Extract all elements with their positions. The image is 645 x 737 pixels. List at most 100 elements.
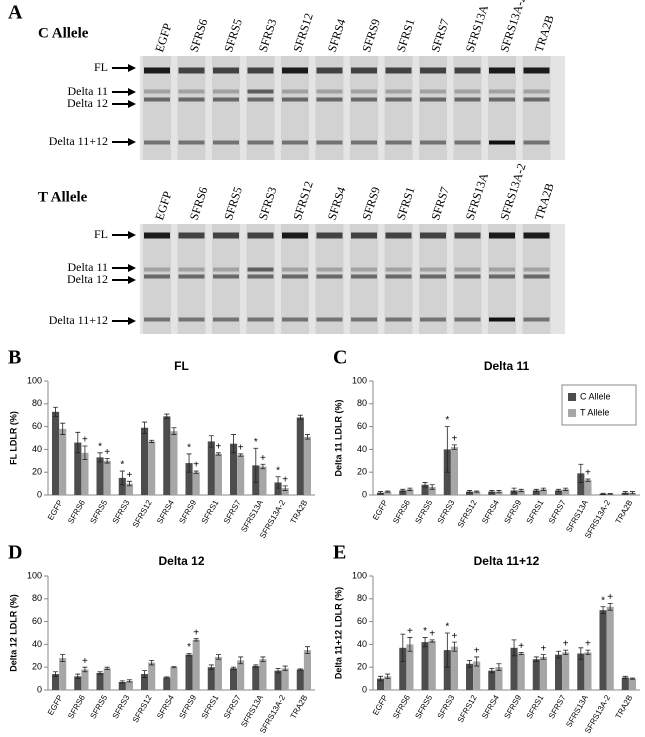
error-bar — [282, 665, 288, 672]
gel-band — [178, 317, 205, 322]
bar — [399, 490, 407, 495]
x-tick-label: EGFP — [371, 694, 390, 717]
error-bar — [467, 659, 473, 668]
bar — [96, 672, 104, 690]
bar — [539, 489, 547, 495]
x-tick-label: SFRS1 — [200, 693, 221, 720]
gel-band — [316, 140, 343, 145]
band-arrowhead — [128, 64, 136, 72]
y-tick-label: 80 — [357, 593, 367, 603]
panel-letter: E — [333, 542, 346, 564]
legend-label: T Allele — [580, 407, 609, 417]
lane-label: SFRS13A — [463, 171, 491, 222]
error-bar — [422, 482, 428, 488]
significance-marker: * — [445, 415, 449, 426]
error-bar — [75, 431, 81, 454]
bar — [125, 680, 133, 690]
bar — [303, 650, 311, 690]
gel-band — [454, 274, 481, 279]
significance-marker: * — [98, 441, 102, 452]
bar — [296, 669, 304, 690]
error-bar — [104, 666, 110, 670]
panel-letter: B — [8, 347, 21, 369]
bar — [377, 678, 385, 690]
x-tick-label: SFRS9 — [502, 693, 523, 720]
legend-label: C Allele — [580, 391, 611, 401]
bar — [192, 472, 200, 495]
x-tick-label: SFRS6 — [391, 498, 412, 525]
gel-lane — [522, 224, 551, 334]
bar — [259, 659, 267, 690]
gel-band — [144, 140, 170, 145]
bar — [274, 670, 282, 690]
error-bar — [149, 439, 155, 443]
error-bar — [208, 664, 214, 670]
lane-label: SFRS3 — [256, 185, 280, 222]
error-bar — [275, 667, 281, 674]
error-bar — [231, 666, 237, 670]
bar — [103, 460, 111, 495]
error-bar — [82, 666, 88, 673]
error-bar — [215, 452, 221, 456]
bar — [384, 676, 392, 690]
gel-band — [454, 89, 481, 94]
error-bar — [97, 671, 103, 675]
x-tick-label: SFRS6 — [391, 693, 412, 720]
gel-lane — [143, 224, 171, 334]
gel-band — [316, 267, 343, 272]
bar — [214, 453, 222, 495]
panel-letter: A — [8, 2, 23, 24]
legend-box — [561, 384, 637, 426]
error-bar — [171, 666, 177, 669]
gel-band — [178, 89, 205, 94]
error-bar — [511, 487, 517, 494]
gel-band — [489, 274, 515, 279]
error-bar — [607, 493, 613, 495]
y-axis-label: FL LDLR (%) — [8, 411, 18, 465]
bar — [274, 482, 282, 495]
x-tick-label: SFRS1 — [525, 498, 546, 525]
significance-marker: + — [282, 475, 288, 486]
bar — [141, 674, 149, 690]
gel-band — [385, 97, 412, 102]
gel-band — [454, 97, 481, 102]
gel-band — [523, 232, 550, 239]
bar — [428, 487, 436, 495]
error-bar — [126, 679, 132, 683]
lane-label: SFRS3 — [256, 17, 280, 54]
significance-marker: + — [260, 453, 266, 464]
bar — [406, 489, 414, 495]
error-bar — [489, 667, 495, 674]
error-bar — [53, 671, 59, 677]
bar — [141, 427, 149, 495]
error-bar — [378, 675, 384, 682]
lane-label: SFRS4 — [325, 17, 349, 54]
x-tick-label: SFRS1 — [200, 498, 221, 525]
bar — [259, 466, 267, 495]
significance-marker: + — [407, 626, 413, 637]
lane-label: SFRS9 — [359, 17, 383, 54]
band-arrowhead — [128, 276, 136, 284]
bar — [473, 661, 481, 690]
significance-marker: + — [585, 468, 591, 479]
gel-band — [282, 97, 308, 102]
error-bar — [607, 602, 613, 611]
bar — [399, 647, 407, 690]
chart-title: Delta 11+12 — [474, 554, 540, 568]
bar — [281, 488, 289, 495]
bar — [52, 674, 60, 690]
lane-label: SFRS6 — [187, 185, 211, 222]
bar — [584, 652, 592, 690]
x-tick-label: SFRS12 — [456, 498, 479, 529]
x-tick-label: SFRS4 — [480, 498, 501, 525]
bar — [170, 431, 178, 495]
x-tick-label: TRA2B — [614, 499, 635, 526]
error-bar — [407, 637, 413, 652]
error-bar — [378, 491, 384, 495]
x-tick-label: TRA2B — [289, 499, 310, 526]
error-bar — [164, 413, 170, 420]
gel-band — [385, 267, 412, 272]
y-tick-label: 60 — [357, 616, 367, 626]
panel-letter: C — [333, 347, 347, 369]
bar — [517, 490, 525, 495]
